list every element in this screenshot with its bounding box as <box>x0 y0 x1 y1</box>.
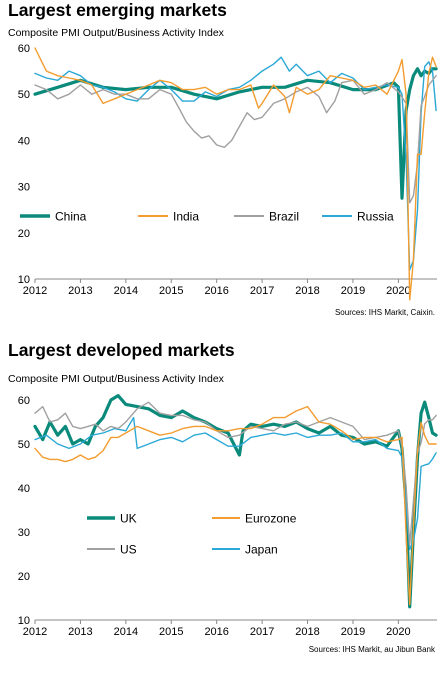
y-tick-label: 20 <box>18 571 30 583</box>
chart-title: Largest emerging markets <box>8 0 227 20</box>
y-tick-label: 10 <box>18 274 30 286</box>
emerging-markets-chart: 10 20 30 40 50 60 2012 2013 2014 2015 2016 2017 2018… <box>18 43 438 301</box>
chart-source: Sources: IHS Markit, au Jibun Bank <box>308 645 435 654</box>
series-line-india <box>34 47 437 301</box>
x-tick-label: 2012 <box>23 626 47 638</box>
x-tick-label: 2017 <box>250 285 274 297</box>
y-tick-label: 50 <box>18 89 30 101</box>
x-tick-label: 2015 <box>159 626 183 638</box>
y-tick-label: 10 <box>18 615 30 627</box>
series-line-uk <box>33 394 438 609</box>
x-tick-label: 2017 <box>250 626 274 638</box>
x-tick-label: 2019 <box>341 285 365 297</box>
x-tick-label: 2018 <box>295 626 319 638</box>
x-tick-label: 2014 <box>114 626 138 638</box>
emerging-markets-panel: Largest emerging markets Composite PMI O… <box>0 0 447 326</box>
series-line-china <box>33 67 438 200</box>
series-line-us <box>34 401 437 546</box>
x-tick-label: 2016 <box>204 626 228 638</box>
legend-label: China <box>55 210 87 224</box>
legend-label: Eurozone <box>245 512 297 526</box>
x-tick-label: 2013 <box>68 626 92 638</box>
legend-label: Japan <box>245 543 278 557</box>
x-tick-label: 2020 <box>386 626 410 638</box>
x-tick-label: 2013 <box>68 285 92 297</box>
legend-label: Brazil <box>269 210 299 224</box>
x-tick-label: 2016 <box>204 285 228 297</box>
developed-markets-chart: 10 20 30 40 50 60 2012 2013 2014 2015 2016 2017 2018… <box>18 394 438 638</box>
legend-label: US <box>120 543 137 557</box>
x-tick-label: 2012 <box>23 285 47 297</box>
x-tick-label: 2015 <box>159 285 183 297</box>
x-tick-label: 2018 <box>295 285 319 297</box>
legend-label: Russia <box>357 210 394 224</box>
y-tick-label: 60 <box>18 395 30 407</box>
y-tick-label: 40 <box>18 135 30 147</box>
y-tick-label: 50 <box>18 439 30 451</box>
chart-subtitle: Composite PMI Output/Business Activity I… <box>8 373 224 385</box>
chart-subtitle: Composite PMI Output/Business Activity I… <box>8 27 224 39</box>
chart-title: Largest developed markets <box>8 340 235 360</box>
legend-label: India <box>173 210 199 224</box>
x-tick-label: 2014 <box>114 285 138 297</box>
developed-markets-panel: Largest developed markets Composite PMI … <box>0 340 447 661</box>
chart-source: Sources: IHS Markit, Caixin. <box>334 308 435 317</box>
legend-label: UK <box>120 512 137 526</box>
y-tick-label: 30 <box>18 182 30 194</box>
x-tick-label: 2019 <box>341 626 365 638</box>
y-tick-label: 40 <box>18 483 30 495</box>
y-tick-label: 30 <box>18 527 30 539</box>
x-tick-label: 2020 <box>386 285 410 297</box>
series-line-brazil <box>34 75 437 204</box>
y-tick-label: 20 <box>18 228 30 240</box>
series-line-eurozone <box>34 405 437 606</box>
y-tick-label: 60 <box>18 43 30 55</box>
